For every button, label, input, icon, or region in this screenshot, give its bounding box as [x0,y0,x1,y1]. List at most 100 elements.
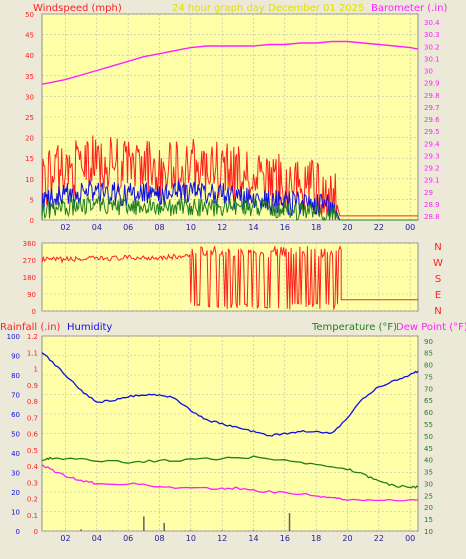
series-barometer [41,40,419,85]
barometer-tick-label: 30.3 [424,31,440,39]
x-tick-label: 02 [60,534,70,543]
humidity-tick-label: 60 [11,411,20,419]
windspeed-tick-label: 25 [25,114,34,122]
windspeed-tick-label: 15 [25,155,34,163]
x-tick-label: 00 [405,534,415,543]
rainfall-tick-label: 0.5 [27,447,38,455]
humidity-tick-label: 70 [11,392,20,400]
rainfall-tick-label: 1.2 [27,333,38,341]
x-tick-label: 12 [217,223,227,232]
windspeed-tick-label: 10 [25,176,34,184]
direction-tick-label: 0 [32,308,36,316]
windspeed-tick-label: 50 [25,11,34,19]
windspeed-tick-label: 5 [30,196,34,204]
temperature-tick-label: 40 [424,457,433,465]
barometer-axis-label: Barometer (.in) [371,3,447,14]
compass-label: E [435,290,441,301]
temperature-tick-label: 75 [424,373,433,381]
temperature-tick-label: 55 [424,421,433,429]
rainfall-tick-label: 0.4 [27,463,39,471]
barometer-tick-label: 28.8 [424,213,440,221]
x-tick-label: 20 [342,534,352,543]
barometer-tick-label: 29 [424,189,433,197]
barometer-tick-label: 29.1 [424,177,440,185]
rainfall-tick-label: 0.1 [27,512,38,520]
rainfall-tick-label: 1 [34,366,38,374]
humidity-tick-label: 0 [16,528,20,536]
humidity-tick-label: 80 [11,372,20,380]
x-tick-label: 12 [217,534,227,543]
series-temperature [41,455,419,489]
rainfall-axis-label: Rainfall (.in) [0,322,61,333]
direction-tick-label: 180 [23,274,36,282]
temperature-tick-label: 50 [424,433,433,441]
barometer-tick-label: 30.1 [424,55,440,63]
humidity-axis-label: Humidity [67,322,112,333]
humidity-tick-label: 40 [11,450,20,458]
rainfall-tick-label: 0.9 [27,382,38,390]
barometer-tick-label: 29.5 [424,128,440,136]
windspeed-tick-label: 35 [25,73,34,81]
temperature-tick-label: 10 [424,528,433,536]
temperature-tick-label: 15 [424,516,433,524]
compass-label: N [434,306,441,317]
x-tick-label: 18 [311,223,321,232]
compass-label: N [434,242,441,253]
x-tick-label: 16 [280,534,290,543]
x-tick-label: 06 [123,534,133,543]
windspeed-tick-label: 40 [25,52,34,60]
humidity-tick-label: 20 [11,489,20,497]
series-wind-low [41,195,418,222]
x-tick-label: 04 [92,534,102,543]
compass-label: W [433,258,443,269]
x-tick-label: 18 [311,534,321,543]
series-humidity [41,352,419,437]
rainfall-tick-label: 0.8 [27,398,38,406]
x-tick-label: 20 [342,223,352,232]
x-tick-label: 06 [123,223,133,232]
direction-tick-label: 360 [23,240,36,248]
temperature-tick-label: 35 [424,469,433,477]
rainfall-tick-label: 0.2 [27,496,38,504]
compass-label: S [435,274,441,285]
barometer-tick-label: 30.2 [424,43,440,51]
x-tick-label: 10 [186,534,196,543]
barometer-tick-label: 29.2 [424,165,440,173]
temperature-tick-label: 45 [424,445,433,453]
series-wind-gust [41,135,418,221]
temperature-tick-label: 85 [424,350,433,358]
windspeed-tick-label: 30 [25,93,34,101]
x-tick-label: 02 [60,223,70,232]
temperature-tick-label: 20 [424,504,433,512]
rainfall-tick-label: 1.1 [27,349,38,357]
series-direction [41,245,418,310]
humidity-tick-label: 100 [7,333,20,341]
series-dew-point [41,464,419,502]
x-tick-label: 22 [374,534,384,543]
temperature-tick-label: 80 [424,362,433,370]
dewpoint-axis-label: Dew Point (°F) [396,322,466,333]
humidity-tick-label: 50 [11,431,20,439]
barometer-tick-label: 28.9 [424,201,440,209]
x-tick-label: 10 [186,223,196,232]
temperature-tick-label: 70 [424,385,433,393]
x-tick-label: 16 [280,223,290,232]
barometer-tick-label: 29.4 [424,140,440,148]
windspeed-tick-label: 45 [25,32,34,40]
x-tick-label: 00 [405,223,415,232]
temperature-tick-label: 65 [424,397,433,405]
barometer-tick-label: 29.8 [424,92,440,100]
x-tick-label: 14 [248,223,258,232]
temperature-tick-label: 30 [424,480,433,488]
temperature-tick-label: 60 [424,409,433,417]
temperature-tick-label: 25 [424,492,433,500]
rainfall-tick-label: 0.7 [27,414,38,422]
windspeed-axis-label: Windspeed (mph) [33,3,122,14]
rainfall-tick-label: 0.3 [27,479,38,487]
barometer-tick-label: 29.3 [424,152,440,160]
x-tick-label: 08 [154,223,164,232]
x-tick-label: 22 [374,223,384,232]
